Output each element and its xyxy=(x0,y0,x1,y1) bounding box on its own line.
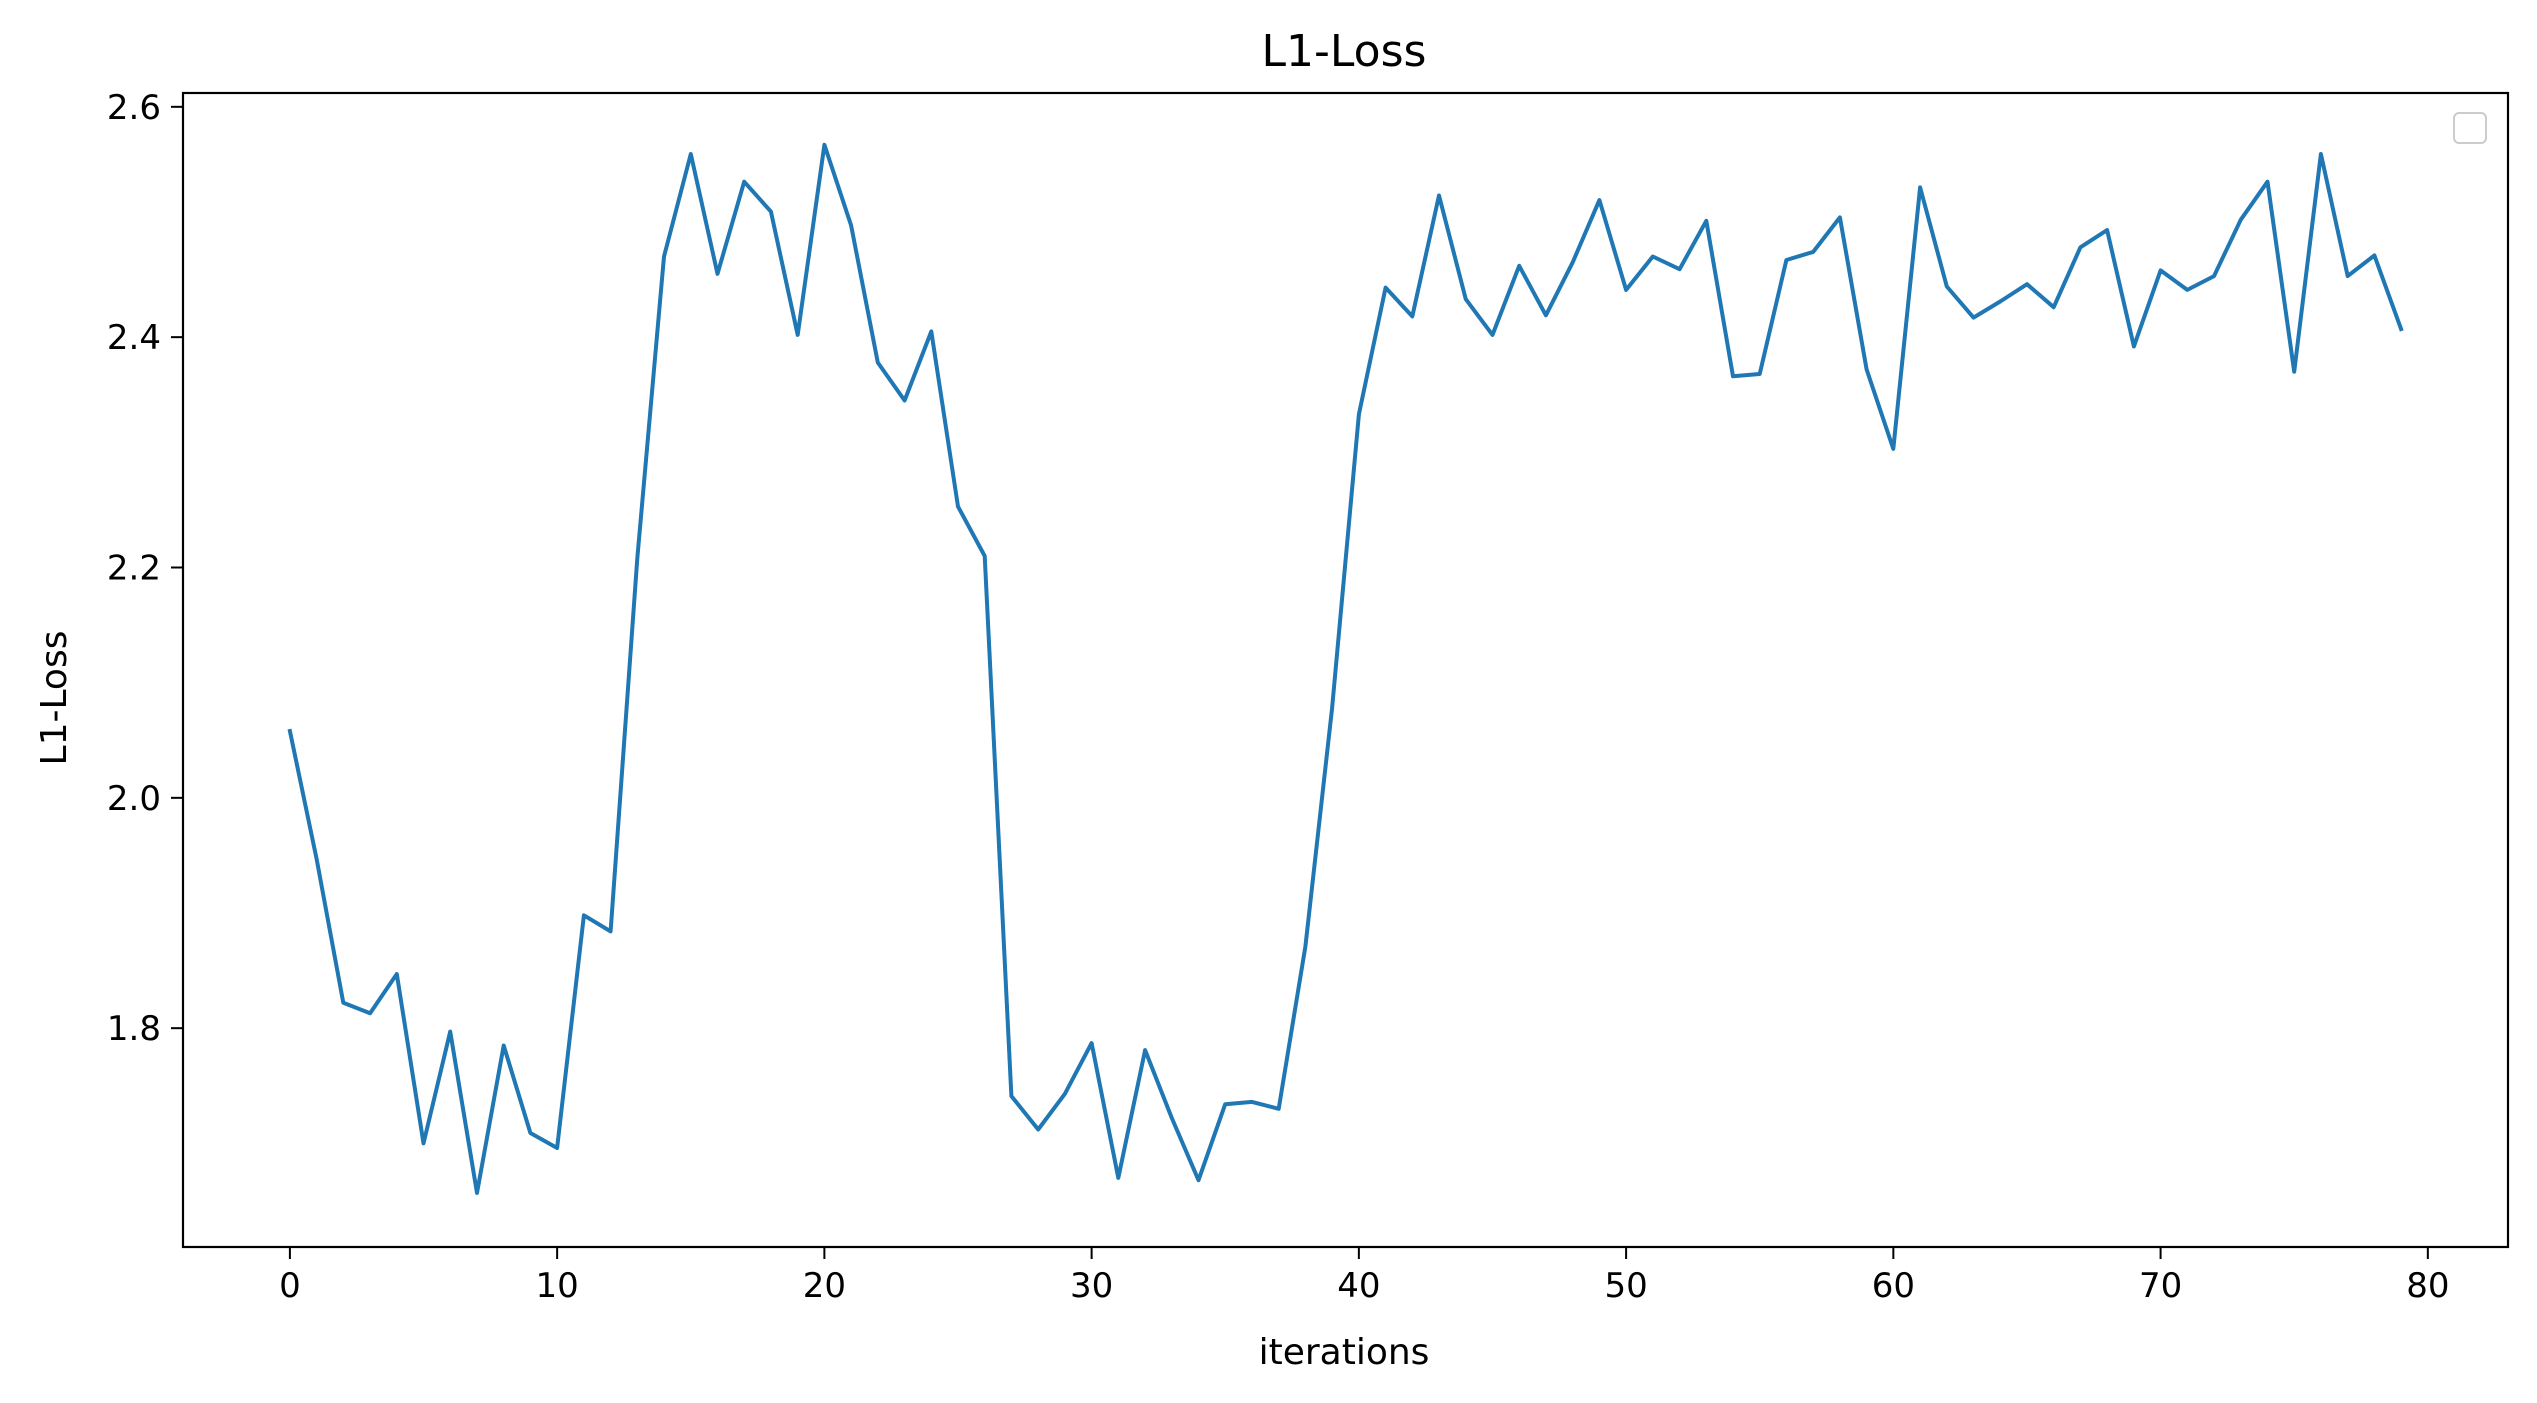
y-axis-ticks: 1.8 2.0 2.2 2.4 2.6 xyxy=(107,88,183,1049)
x-axis-label: iterations xyxy=(1259,1332,1430,1373)
x-tick-label: 30 xyxy=(1070,1266,1113,1306)
y-tick-label: 2.4 xyxy=(107,318,161,358)
series-line-0 xyxy=(287,142,2404,1195)
x-tick-label: 70 xyxy=(2139,1266,2182,1306)
plot-area xyxy=(181,91,2510,1249)
y-tick-label: 2.6 xyxy=(107,88,161,128)
x-axis-ticks: 0 10 20 30 40 50 60 70 80 xyxy=(279,1247,2449,1306)
x-tick-label: 50 xyxy=(1604,1266,1647,1306)
x-tick-label: 10 xyxy=(536,1266,579,1306)
x-tick-label: 0 xyxy=(279,1266,301,1306)
y-axis-label: L1-Loss xyxy=(34,631,75,766)
plot-frame xyxy=(181,91,2510,1249)
x-tick-label: 80 xyxy=(2406,1266,2449,1306)
legend-box xyxy=(2453,112,2487,144)
y-tick-label: 1.8 xyxy=(107,1009,161,1049)
y-tick-label: 2.2 xyxy=(107,548,161,588)
x-tick-label: 40 xyxy=(1337,1266,1380,1306)
x-tick-label: 60 xyxy=(1872,1266,1915,1306)
series-layer xyxy=(287,142,2404,1195)
x-tick-label: 20 xyxy=(803,1266,846,1306)
chart-title: L1-Loss xyxy=(1262,26,1427,77)
y-tick-label: 2.0 xyxy=(107,779,161,819)
